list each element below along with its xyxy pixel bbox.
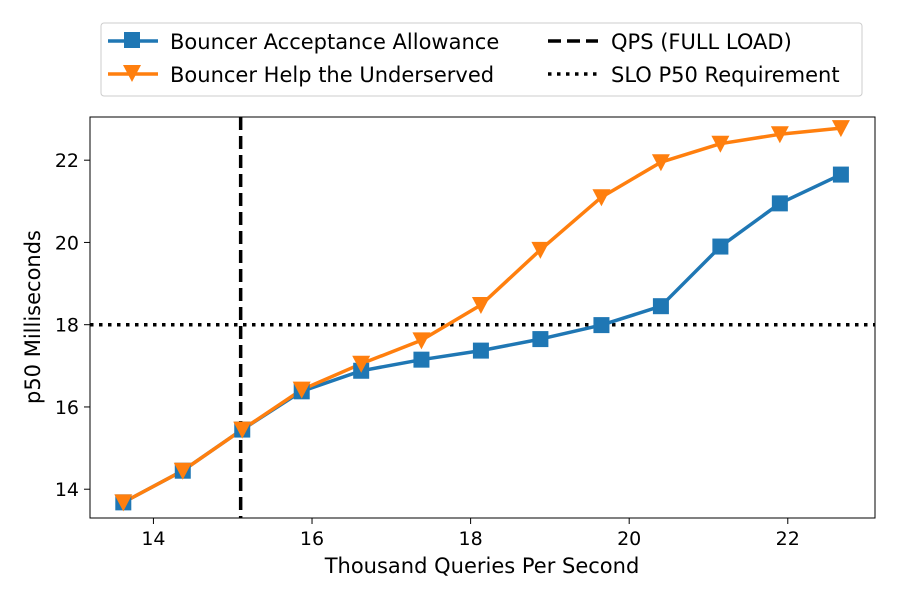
data-point-series-0 xyxy=(532,331,549,348)
data-point-series-0 xyxy=(771,195,788,212)
y-tick-label: 18 xyxy=(55,315,79,337)
data-point-series-1 xyxy=(412,332,431,350)
y-tick-label: 22 xyxy=(55,150,79,172)
legend-label-qps: QPS (FULL LOAD) xyxy=(611,30,792,54)
legend-marker-series-0 xyxy=(124,32,140,48)
data-point-series-0 xyxy=(413,351,430,368)
legend-entry-series-0: Bouncer Acceptance Allowance xyxy=(108,30,499,54)
data-point-series-1 xyxy=(831,120,850,138)
plot-area xyxy=(89,116,876,519)
data-point-series-1 xyxy=(471,296,490,314)
legend-entry-slo: SLO P50 Requirement xyxy=(548,63,840,87)
legend-label-slo: SLO P50 Requirement xyxy=(611,63,840,87)
data-point-series-1 xyxy=(292,381,311,399)
legend-label-series-1: Bouncer Help the Underserved xyxy=(170,63,494,87)
data-point-series-1 xyxy=(233,421,252,439)
data-point-series-0 xyxy=(472,342,489,359)
x-axis-label: Thousand Queries Per Second xyxy=(324,554,640,578)
series-layer xyxy=(114,120,850,512)
data-point-series-1 xyxy=(592,189,611,207)
legend-frame xyxy=(100,22,863,97)
x-tick-label: 14 xyxy=(141,528,165,550)
legend-label-series-0: Bouncer Acceptance Allowance xyxy=(170,30,499,54)
data-point-series-0 xyxy=(712,238,729,255)
x-tick-label: 18 xyxy=(459,528,483,550)
x-axis: 14 16 18 20 22 xyxy=(141,518,800,550)
data-point-series-1 xyxy=(173,462,192,480)
data-point-series-0 xyxy=(593,317,610,334)
y-tick-label: 16 xyxy=(55,397,79,419)
legend: Bouncer Acceptance Allowance Bouncer Hel… xyxy=(100,22,863,97)
data-point-series-1 xyxy=(114,494,133,512)
y-axis: 14 16 18 20 22 xyxy=(55,150,90,501)
data-point-series-1 xyxy=(531,241,550,259)
x-tick-label: 16 xyxy=(300,528,324,550)
legend-entry-series-1: Bouncer Help the Underserved xyxy=(108,63,494,87)
y-tick-label: 20 xyxy=(55,232,79,254)
data-point-series-1 xyxy=(711,135,730,153)
data-point-series-0 xyxy=(832,166,849,183)
legend-entry-qps: QPS (FULL LOAD) xyxy=(548,30,792,54)
y-tick-label: 14 xyxy=(55,479,79,501)
reference-lines xyxy=(90,117,875,518)
legend-marker-series-1 xyxy=(123,65,141,82)
data-point-series-1 xyxy=(651,154,670,172)
x-tick-label: 20 xyxy=(617,528,641,550)
y-axis-label: p50 Milliseconds xyxy=(21,230,45,404)
data-point-series-1 xyxy=(770,126,789,144)
data-point-series-0 xyxy=(652,298,669,315)
x-tick-label: 22 xyxy=(776,528,800,550)
data-point-series-1 xyxy=(352,355,371,373)
